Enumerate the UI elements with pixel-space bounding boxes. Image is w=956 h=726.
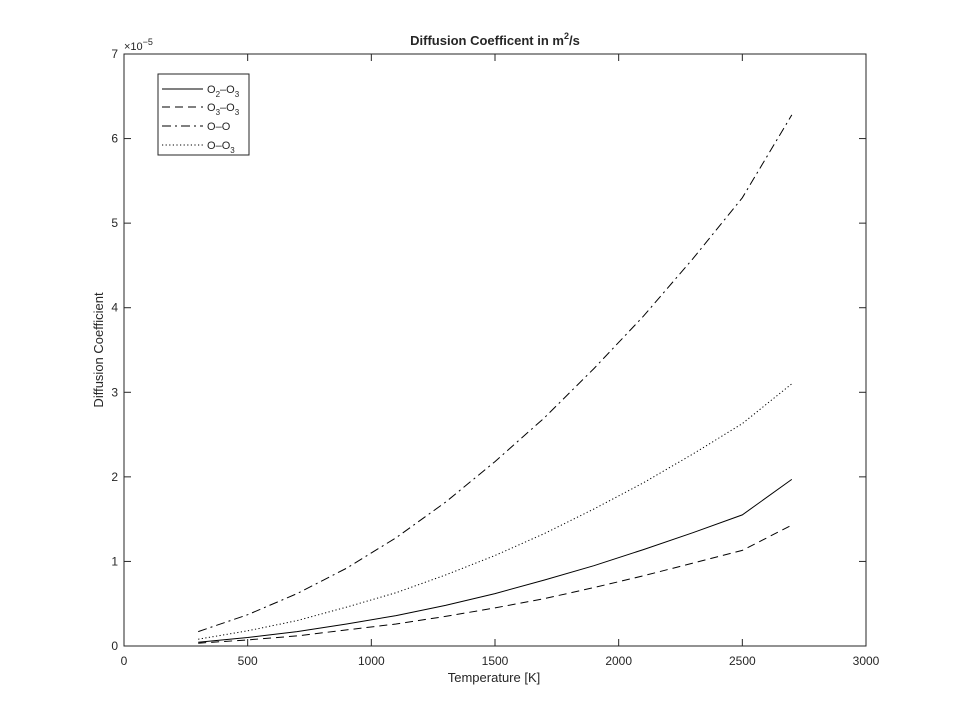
y-exponent-power: −5	[143, 37, 153, 47]
x-tick-label: 2500	[729, 654, 756, 668]
y-tick-label: 4	[111, 301, 118, 315]
chart-title-main: Diffusion Coefficent in m	[410, 33, 564, 48]
y-tick-label: 2	[111, 470, 118, 484]
legend-entry-label: O–O	[207, 121, 231, 133]
series-line-o-o	[198, 114, 793, 633]
series-layer	[198, 114, 793, 644]
y-tick-label: 3	[111, 385, 118, 399]
y-tick-label: 0	[111, 639, 118, 653]
legend-box	[157, 73, 250, 156]
legend: O2–O3 O3–O3 O–O O–O3	[157, 73, 250, 156]
y-tick-label: 7	[111, 47, 118, 61]
series-line-o3-o3	[198, 524, 793, 644]
y-exponent-base: ×10	[124, 41, 143, 53]
x-tick-label: 0	[121, 654, 128, 668]
x-axis-label: Temperature [K]	[448, 670, 541, 685]
legend-entry-label: O3–O3	[207, 102, 240, 117]
legend-entry-label: O–O3	[207, 140, 235, 155]
chart-title-suffix: /s	[569, 33, 580, 48]
x-tick-label: 500	[238, 654, 258, 668]
legend-entry-label: O2–O3	[207, 84, 240, 99]
ticks-layer: 0 500 1000 1500 2000 2500 3000 0 1 2 3 4 5 6 7	[111, 47, 879, 668]
series-line-o2-o3	[198, 478, 793, 643]
chart-title: Diffusion Coefficent in m2/s	[410, 31, 580, 48]
x-tick-label: 1500	[482, 654, 509, 668]
chart-title-superscript: 2	[564, 31, 569, 41]
x-tick-label: 2000	[605, 654, 632, 668]
y-tick-label: 1	[111, 554, 118, 568]
x-tick-label: 3000	[853, 654, 880, 668]
y-tick-label: 5	[111, 216, 118, 230]
y-tick-label: 6	[111, 132, 118, 146]
y-exponent: ×10−5	[124, 37, 153, 53]
x-tick-label: 1000	[358, 654, 385, 668]
y-axis-label: Diffusion Coefficient	[91, 292, 106, 408]
